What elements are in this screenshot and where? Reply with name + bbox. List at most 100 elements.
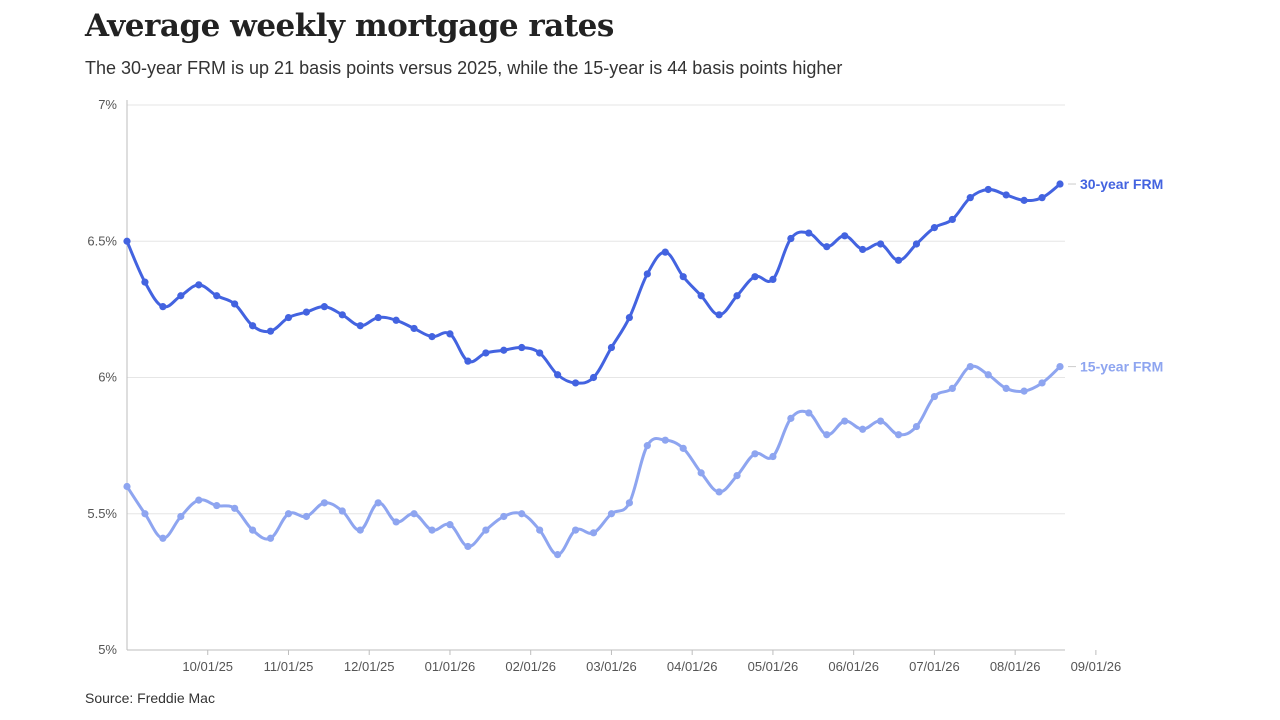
data-point-30-year-frm[interactable]: [1020, 196, 1028, 204]
data-point-30-year-frm[interactable]: [446, 330, 454, 338]
data-point-30-year-frm[interactable]: [1056, 180, 1064, 188]
data-point-15-year-frm[interactable]: [554, 551, 562, 559]
data-point-30-year-frm[interactable]: [248, 322, 257, 330]
data-point-30-year-frm[interactable]: [464, 357, 472, 365]
data-point-30-year-frm[interactable]: [141, 278, 149, 286]
data-point-30-year-frm[interactable]: [589, 373, 598, 382]
data-point-15-year-frm[interactable]: [823, 431, 831, 439]
data-point-15-year-frm[interactable]: [697, 469, 705, 477]
data-point-30-year-frm[interactable]: [661, 248, 669, 256]
data-point-30-year-frm[interactable]: [392, 316, 400, 324]
data-point-15-year-frm[interactable]: [464, 542, 472, 551]
data-point-30-year-frm[interactable]: [554, 371, 562, 379]
data-point-30-year-frm[interactable]: [859, 245, 867, 254]
data-point-15-year-frm[interactable]: [625, 499, 633, 507]
data-point-30-year-frm[interactable]: [284, 313, 293, 322]
data-point-15-year-frm[interactable]: [679, 444, 687, 452]
data-point-15-year-frm[interactable]: [984, 371, 992, 379]
data-point-30-year-frm[interactable]: [571, 379, 580, 387]
data-point-15-year-frm[interactable]: [1020, 387, 1028, 395]
data-point-30-year-frm[interactable]: [374, 313, 382, 322]
data-point-30-year-frm[interactable]: [338, 311, 346, 319]
data-point-30-year-frm[interactable]: [805, 229, 813, 237]
data-point-15-year-frm[interactable]: [859, 425, 867, 433]
data-point-15-year-frm[interactable]: [302, 512, 311, 521]
data-point-15-year-frm[interactable]: [589, 529, 598, 537]
data-point-30-year-frm[interactable]: [984, 185, 992, 194]
data-point-15-year-frm[interactable]: [571, 526, 580, 534]
data-point-15-year-frm[interactable]: [374, 499, 382, 507]
data-point-15-year-frm[interactable]: [769, 452, 777, 461]
data-point-15-year-frm[interactable]: [536, 526, 544, 534]
data-point-15-year-frm[interactable]: [1038, 379, 1046, 387]
data-point-15-year-frm[interactable]: [894, 431, 903, 439]
data-point-15-year-frm[interactable]: [266, 534, 275, 542]
data-point-30-year-frm[interactable]: [320, 303, 328, 311]
data-point-15-year-frm[interactable]: [841, 417, 849, 425]
data-point-30-year-frm[interactable]: [625, 313, 633, 322]
data-point-15-year-frm[interactable]: [751, 450, 759, 458]
data-point-30-year-frm[interactable]: [894, 256, 903, 264]
data-point-30-year-frm[interactable]: [159, 303, 167, 311]
data-point-30-year-frm[interactable]: [643, 270, 651, 278]
data-point-15-year-frm[interactable]: [231, 504, 239, 512]
data-point-15-year-frm[interactable]: [248, 526, 257, 534]
data-point-15-year-frm[interactable]: [338, 507, 346, 515]
data-point-15-year-frm[interactable]: [392, 518, 400, 526]
data-point-15-year-frm[interactable]: [356, 526, 364, 534]
data-point-15-year-frm[interactable]: [177, 512, 185, 521]
data-point-30-year-frm[interactable]: [733, 292, 741, 300]
data-point-30-year-frm[interactable]: [410, 324, 418, 333]
data-point-30-year-frm[interactable]: [1038, 194, 1046, 202]
data-point-15-year-frm[interactable]: [428, 526, 436, 534]
data-point-30-year-frm[interactable]: [823, 243, 831, 251]
data-point-30-year-frm[interactable]: [536, 349, 544, 357]
data-point-30-year-frm[interactable]: [428, 333, 436, 341]
data-point-15-year-frm[interactable]: [500, 512, 508, 521]
data-point-15-year-frm[interactable]: [876, 417, 885, 425]
data-point-15-year-frm[interactable]: [410, 510, 418, 518]
data-point-15-year-frm[interactable]: [661, 436, 669, 444]
data-point-30-year-frm[interactable]: [876, 240, 885, 248]
data-point-30-year-frm[interactable]: [607, 343, 616, 352]
data-point-30-year-frm[interactable]: [769, 275, 777, 283]
data-point-30-year-frm[interactable]: [841, 232, 849, 240]
data-point-15-year-frm[interactable]: [733, 472, 741, 480]
data-point-30-year-frm[interactable]: [195, 281, 203, 289]
data-point-15-year-frm[interactable]: [1002, 384, 1010, 392]
data-point-15-year-frm[interactable]: [1056, 363, 1064, 371]
data-point-30-year-frm[interactable]: [948, 215, 956, 224]
data-point-15-year-frm[interactable]: [805, 409, 813, 417]
data-point-30-year-frm[interactable]: [518, 343, 526, 352]
data-point-15-year-frm[interactable]: [966, 363, 974, 371]
data-point-15-year-frm[interactable]: [284, 510, 293, 518]
data-point-15-year-frm[interactable]: [213, 501, 221, 510]
data-point-30-year-frm[interactable]: [1002, 191, 1010, 199]
data-point-15-year-frm[interactable]: [141, 510, 149, 518]
data-point-30-year-frm[interactable]: [231, 300, 239, 308]
data-point-30-year-frm[interactable]: [787, 234, 795, 243]
data-point-30-year-frm[interactable]: [356, 322, 364, 330]
data-point-15-year-frm[interactable]: [518, 510, 526, 518]
data-point-15-year-frm[interactable]: [123, 482, 131, 491]
data-point-15-year-frm[interactable]: [482, 526, 490, 534]
data-point-30-year-frm[interactable]: [213, 292, 221, 300]
data-point-15-year-frm[interactable]: [930, 392, 939, 401]
data-point-15-year-frm[interactable]: [715, 488, 723, 496]
data-point-30-year-frm[interactable]: [697, 292, 705, 300]
data-point-30-year-frm[interactable]: [266, 327, 275, 335]
data-point-15-year-frm[interactable]: [787, 414, 795, 422]
data-point-30-year-frm[interactable]: [679, 273, 687, 281]
data-point-15-year-frm[interactable]: [446, 521, 454, 529]
data-point-30-year-frm[interactable]: [177, 292, 185, 300]
data-point-30-year-frm[interactable]: [912, 240, 921, 248]
data-point-30-year-frm[interactable]: [751, 273, 759, 281]
data-point-15-year-frm[interactable]: [159, 534, 167, 542]
data-point-30-year-frm[interactable]: [123, 237, 131, 245]
data-point-30-year-frm[interactable]: [302, 308, 311, 316]
data-point-30-year-frm[interactable]: [930, 224, 939, 232]
data-point-15-year-frm[interactable]: [320, 499, 328, 507]
data-point-15-year-frm[interactable]: [607, 510, 616, 518]
data-point-30-year-frm[interactable]: [715, 311, 723, 319]
data-point-30-year-frm[interactable]: [482, 349, 490, 357]
